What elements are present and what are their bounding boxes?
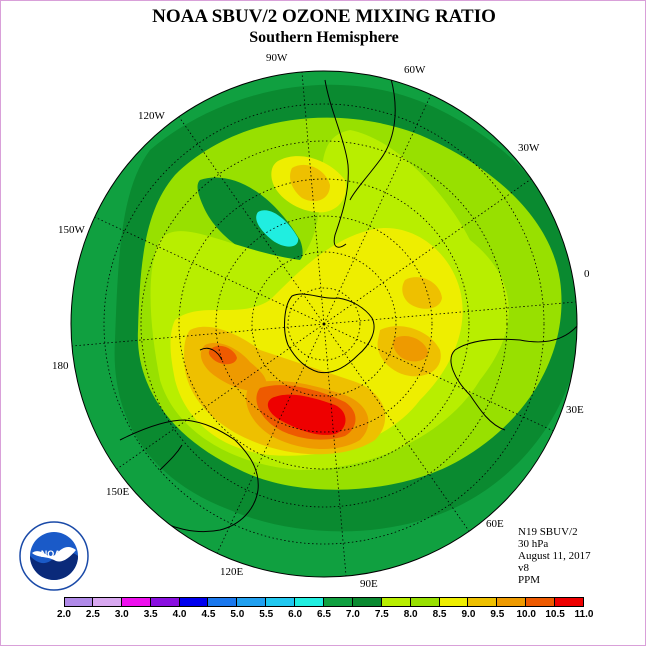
- colorbar-tick-label: 6.0: [288, 609, 303, 620]
- colorbar-tick-label: 11.0: [574, 609, 594, 620]
- coastline-africa: [450, 324, 577, 431]
- lon-label-120w: 120W: [138, 110, 165, 122]
- colorbar-tick-label: 7.0: [345, 609, 360, 620]
- colorbar-cell: [324, 597, 353, 607]
- lon-label-120e: 120E: [220, 566, 244, 578]
- info-date: August 11, 2017: [518, 550, 591, 562]
- info-units: PPM: [518, 574, 541, 586]
- map-title: NOAA SBUV/2 OZONE MIXING RATIO: [152, 6, 496, 27]
- colorbar-cell: [410, 597, 440, 607]
- colorbar-cell: [526, 597, 556, 607]
- info-block: N19 SBUV/2 30 hPa August 11, 2017 v8 PPM: [518, 526, 591, 586]
- colorbar-cell: [352, 597, 382, 607]
- coastline-new-zealand: [159, 444, 183, 471]
- coastline-small: [199, 347, 223, 361]
- colorbar-tick-label: 8.0: [403, 609, 418, 620]
- field-red-max: [267, 394, 346, 435]
- colorbar-cell: [208, 597, 238, 607]
- noaa-logo-text: NOAA: [41, 549, 68, 559]
- latitude-circle-40s: [140, 140, 508, 508]
- lon-label-150w: 150W: [58, 224, 85, 236]
- colorbar-tick-label: 9.0: [461, 609, 476, 620]
- field-dark-green-tongue: [197, 177, 303, 268]
- lon-label-30w: 30W: [518, 142, 540, 154]
- colorbar-tick-label: 4.0: [172, 609, 187, 620]
- lon-label-90w: 90W: [266, 52, 288, 64]
- colorbar-tick-label: 4.5: [201, 609, 216, 620]
- colorbar-tick-label: 5.0: [230, 609, 245, 620]
- colorbar-cell: [468, 597, 498, 607]
- colorbar-tick-label: 6.5: [317, 609, 331, 620]
- colorbar-cell: [266, 597, 296, 607]
- lon-label-90e: 90E: [360, 578, 378, 590]
- coastline-australia: [119, 419, 259, 533]
- colorbar-tick-label: 10.5: [545, 609, 565, 620]
- colorbar-cell: [381, 597, 411, 607]
- lon-label-30e: 30E: [566, 404, 584, 416]
- colorbar-cell: [555, 597, 585, 607]
- colorbar-cell: [295, 597, 325, 607]
- field-orange-east: [393, 335, 428, 362]
- colorbar-tick-label: 5.5: [259, 609, 274, 620]
- latitude-circle-50s: [178, 178, 470, 470]
- info-level: 30 hPa: [518, 538, 549, 550]
- colorbar-tick-label: 9.5: [490, 609, 505, 620]
- noaa-logo: NOAA: [19, 521, 89, 591]
- colorbar-cell: [497, 597, 527, 607]
- lon-label-60e: 60E: [486, 518, 504, 530]
- field-dark-orange-west: [208, 345, 237, 365]
- colorbar-tick-label: 3.0: [114, 609, 129, 620]
- colorbar-cell: [237, 597, 267, 607]
- lon-label-0: 0: [584, 268, 590, 280]
- field-cyan-blob: [256, 210, 299, 247]
- lon-label-60w: 60W: [404, 64, 426, 76]
- colorbar-cell: [92, 597, 122, 607]
- coastline-south-america: [324, 79, 349, 248]
- latitude-circle-60s: [215, 215, 433, 433]
- colorbar: [64, 597, 585, 607]
- field-orange-yellow-ne: [402, 277, 442, 309]
- colorbar-cell: [179, 597, 209, 607]
- colorbar-tick-label: 3.5: [143, 609, 158, 620]
- info-satellite: N19 SBUV/2: [518, 526, 578, 538]
- colorbar-cell: [150, 597, 180, 607]
- lon-label-150e: 150E: [106, 486, 130, 498]
- colorbar-cell: [64, 597, 93, 607]
- lon-label-180: 180: [52, 360, 69, 372]
- colorbar-tick-label: 8.5: [432, 609, 447, 620]
- latitude-circle-80s: [287, 287, 361, 361]
- field-orange-yellow-north: [290, 164, 330, 202]
- colorbar-cell: [121, 597, 151, 607]
- colorbar-tick-label: 10.0: [516, 609, 536, 620]
- colorbar-ticks: 2.0 2.5 3.0 3.5 4.0 4.5 5.0 5.5 6.0 6.5 7.0 7.5 8.0 8…: [57, 609, 593, 621]
- info-version: v8: [518, 562, 529, 574]
- latitude-circle-30s: [103, 103, 545, 545]
- colorbar-tick-label: 2.5: [85, 609, 100, 620]
- colorbar-tick-label: 7.5: [374, 609, 389, 620]
- map-subtitle: Southern Hemisphere: [249, 29, 399, 46]
- coastline-antarctica: [284, 293, 375, 374]
- map-boundary: [70, 70, 578, 578]
- coastline-south-america-east: [349, 74, 396, 201]
- colorbar-tick-label: 2.0: [57, 609, 71, 620]
- latitude-circle-70s: [251, 251, 397, 397]
- colorbar-cell: [439, 597, 469, 607]
